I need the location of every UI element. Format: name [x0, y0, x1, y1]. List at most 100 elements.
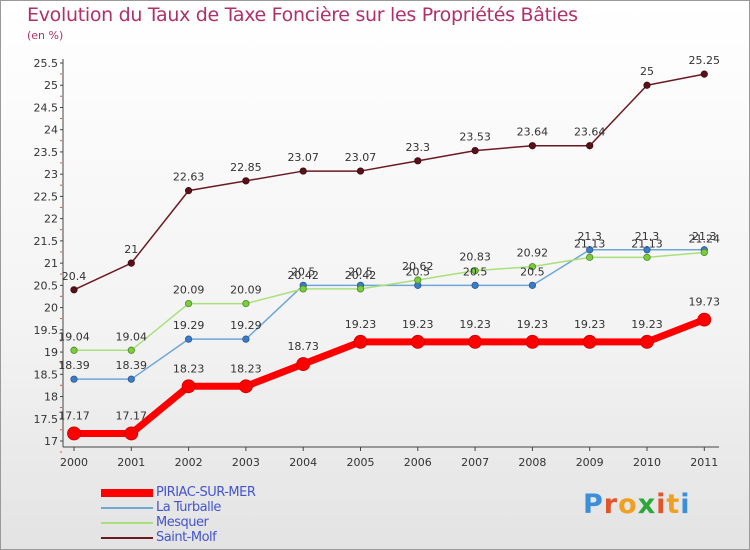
y-tick-label: 19	[44, 346, 58, 359]
data-label-la-turballe: 21.3	[577, 230, 602, 243]
x-tick-label: 2006	[404, 456, 432, 469]
data-point-mesquer	[414, 276, 422, 284]
data-point-saint-molf	[528, 142, 537, 150]
legend-label-la-turballe: La Turballe	[156, 500, 221, 515]
data-label-saint-molf: 20.4	[62, 270, 87, 283]
data-label-piriac-sur-mer: 19.23	[459, 318, 491, 331]
data-label-la-turballe: 21.3	[692, 230, 717, 243]
data-label-la-turballe: 18.39	[58, 359, 90, 372]
data-point-piriac-sur-mer	[353, 334, 368, 349]
series-layer	[67, 70, 712, 441]
y-tick-label: 19.5	[34, 324, 59, 337]
data-point-mesquer	[299, 285, 307, 293]
x-tick-label: 2007	[461, 456, 489, 469]
x-tick-label: 2011	[690, 456, 718, 469]
data-point-piriac-sur-mer	[640, 334, 654, 349]
data-label-piriac-sur-mer: 19.23	[402, 318, 434, 331]
x-tick-label: 2002	[175, 456, 203, 469]
data-point-la-turballe	[185, 335, 193, 343]
x-tick-label: 2004	[289, 456, 317, 469]
data-label-piriac-sur-mer: 19.23	[574, 318, 606, 331]
data-point-mesquer	[528, 263, 537, 271]
logo-letter: x	[637, 489, 657, 520]
data-point-saint-molf	[299, 167, 307, 175]
data-label-saint-molf: 23.64	[574, 126, 606, 139]
data-label-mesquer: 20.92	[517, 247, 549, 260]
data-point-mesquer	[643, 253, 651, 261]
data-point-saint-molf	[471, 147, 479, 155]
data-label-mesquer: 19.04	[116, 330, 148, 343]
data-label-piriac-sur-mer: 19.23	[517, 318, 549, 331]
data-point-mesquer	[471, 267, 479, 275]
data-label-la-turballe: 19.29	[173, 319, 205, 332]
data-label-la-turballe: 21.3	[635, 230, 660, 243]
logo-letter: i	[680, 489, 691, 520]
data-point-piriac-sur-mer	[296, 357, 311, 371]
y-tick-label: 21	[44, 257, 58, 270]
data-point-la-turballe	[70, 375, 78, 383]
data-point-piriac-sur-mer	[181, 379, 196, 394]
legend-label-mesquer: Mesquer	[156, 515, 209, 530]
data-point-piriac-sur-mer	[124, 426, 139, 441]
logo-letter: r	[603, 489, 619, 520]
series-line-piriac-sur-mer	[74, 316, 706, 437]
data-point-piriac-sur-mer	[697, 312, 712, 327]
data-label-mesquer: 19.04	[58, 330, 90, 343]
y-tick-label: 20	[44, 302, 58, 315]
legend-swatch-mesquer	[101, 522, 153, 524]
chart-subtitle: (en %)	[27, 29, 64, 42]
data-label-saint-molf: 22.85	[230, 161, 262, 174]
y-tick-label: 17.5	[34, 413, 59, 426]
axes: 17 17.5 18 18.5 19 19.5 20 20.5 21 21.5 22 22.5 23 23…	[34, 57, 719, 469]
chart-title: Evolution du Taux de Taxe Foncière sur l…	[27, 4, 578, 26]
x-tick-label: 2003	[232, 456, 260, 469]
proxiti-logo: Proxiti	[583, 489, 691, 520]
data-point-saint-molf	[643, 81, 651, 89]
y-tick-label: 23	[44, 168, 58, 181]
data-point-mesquer	[356, 285, 365, 293]
data-label-piriac-sur-mer: 19.23	[631, 318, 663, 331]
data-label-saint-molf: 23.07	[287, 151, 319, 164]
data-label-piriac-sur-mer: 17.17	[58, 409, 90, 422]
data-point-la-turballe	[127, 375, 135, 383]
data-label-mesquer: 20.83	[459, 251, 491, 264]
data-point-saint-molf	[700, 70, 708, 78]
y-tick-label: 20.5	[34, 279, 59, 292]
data-label-piriac-sur-mer: 19.73	[689, 296, 721, 309]
y-tick-label: 25.5	[34, 57, 59, 70]
data-point-piriac-sur-mer	[238, 379, 253, 394]
y-tick-label: 21.5	[34, 235, 59, 248]
y-tick-label: 17	[44, 435, 58, 448]
data-label-mesquer: 20.09	[173, 284, 205, 297]
legend-label-saint-molf: Saint-Molf	[156, 530, 217, 545]
data-point-piriac-sur-mer	[582, 334, 597, 349]
data-point-piriac-sur-mer	[410, 334, 425, 349]
data-point-saint-molf	[185, 187, 193, 195]
x-tick-label: 2009	[576, 456, 604, 469]
data-label-saint-molf: 21	[124, 243, 138, 256]
data-label-la-turballe: 20.5	[406, 265, 431, 278]
series-line-saint-molf	[73, 73, 705, 291]
data-point-mesquer	[70, 346, 78, 354]
x-tick-label: 2008	[518, 456, 546, 469]
data-point-saint-molf	[414, 157, 422, 165]
data-label-piriac-sur-mer: 19.23	[345, 318, 377, 331]
y-tick-label: 23.5	[34, 146, 59, 159]
data-point-saint-molf	[242, 177, 250, 185]
data-label-mesquer: 21.13	[631, 237, 663, 250]
data-label-la-turballe: 20.5	[520, 265, 545, 278]
y-tick-label: 24	[44, 124, 58, 137]
data-label-piriac-sur-mer: 18.23	[230, 362, 262, 375]
data-point-saint-molf	[356, 167, 365, 175]
data-point-saint-molf	[586, 142, 594, 150]
x-tick-label: 2005	[347, 456, 375, 469]
data-label-la-turballe: 20.5	[463, 265, 488, 278]
y-tick-label: 22	[44, 213, 58, 226]
y-tick-label: 22.5	[34, 190, 59, 203]
y-tick-label: 18	[44, 391, 58, 404]
series-line-la-turballe	[74, 249, 705, 380]
logo-letter: o	[618, 489, 638, 520]
data-point-la-turballe	[242, 335, 250, 343]
